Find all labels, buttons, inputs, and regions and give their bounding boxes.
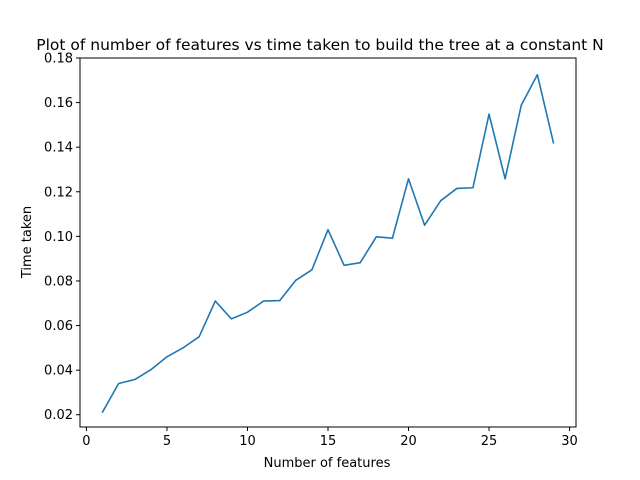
data-point [456,187,458,190]
x-tick-label: 25 [481,434,498,449]
data-point [198,336,200,338]
data-point [375,236,377,238]
data-point [536,74,538,76]
data-point [552,142,555,144]
data-point [118,382,120,385]
plot-area [101,73,555,414]
data-point [407,178,410,180]
x-axis: 0 5 10 15 20 25 30 [82,427,578,449]
y-tick-label: 0.12 [44,185,73,200]
data-point [166,356,168,358]
y-tick-label: 0.18 [44,52,73,67]
y-tick-label: 0.16 [44,96,73,111]
data-point [311,269,313,271]
x-tick-label: 30 [561,434,578,449]
y-tick-label: 0.08 [44,274,73,289]
y-tick-label: 0.14 [44,141,73,156]
x-axis-label: Number of features [264,456,391,471]
data-point [488,113,490,115]
data-point [391,237,394,239]
y-axis: 0.02 0.04 0.06 0.08 0.10 0.12 0.14 0.16 0.18 [44,52,80,423]
data-point [424,224,426,226]
data-point [134,378,136,381]
x-tick-label: 20 [400,434,417,449]
y-tick-label: 0.04 [44,364,73,379]
y-axis-label: Time taken [20,206,35,279]
data-point [359,262,361,264]
data-point [472,187,474,189]
chart-title: Plot of number of features vs time taken… [36,36,604,54]
x-tick-label: 5 [163,434,171,449]
y-tick-label: 0.02 [44,408,73,423]
x-tick-label: 15 [320,434,337,449]
data-point [101,411,104,413]
data-point [246,311,249,313]
y-tick-label: 0.06 [44,319,73,334]
data-point [440,200,442,202]
data-point [279,299,281,302]
x-tick-label: 0 [82,434,90,449]
x-tick-label: 10 [239,434,256,449]
data-point [230,318,232,320]
y-tick-label: 0.10 [44,230,73,245]
data-point [262,300,265,302]
data-point [504,178,506,180]
data-point [150,369,152,371]
data-point [182,347,184,349]
data-point [327,229,329,231]
data-point [214,300,216,302]
data-point [520,104,522,106]
data-point [343,264,345,266]
data-point [295,279,297,281]
